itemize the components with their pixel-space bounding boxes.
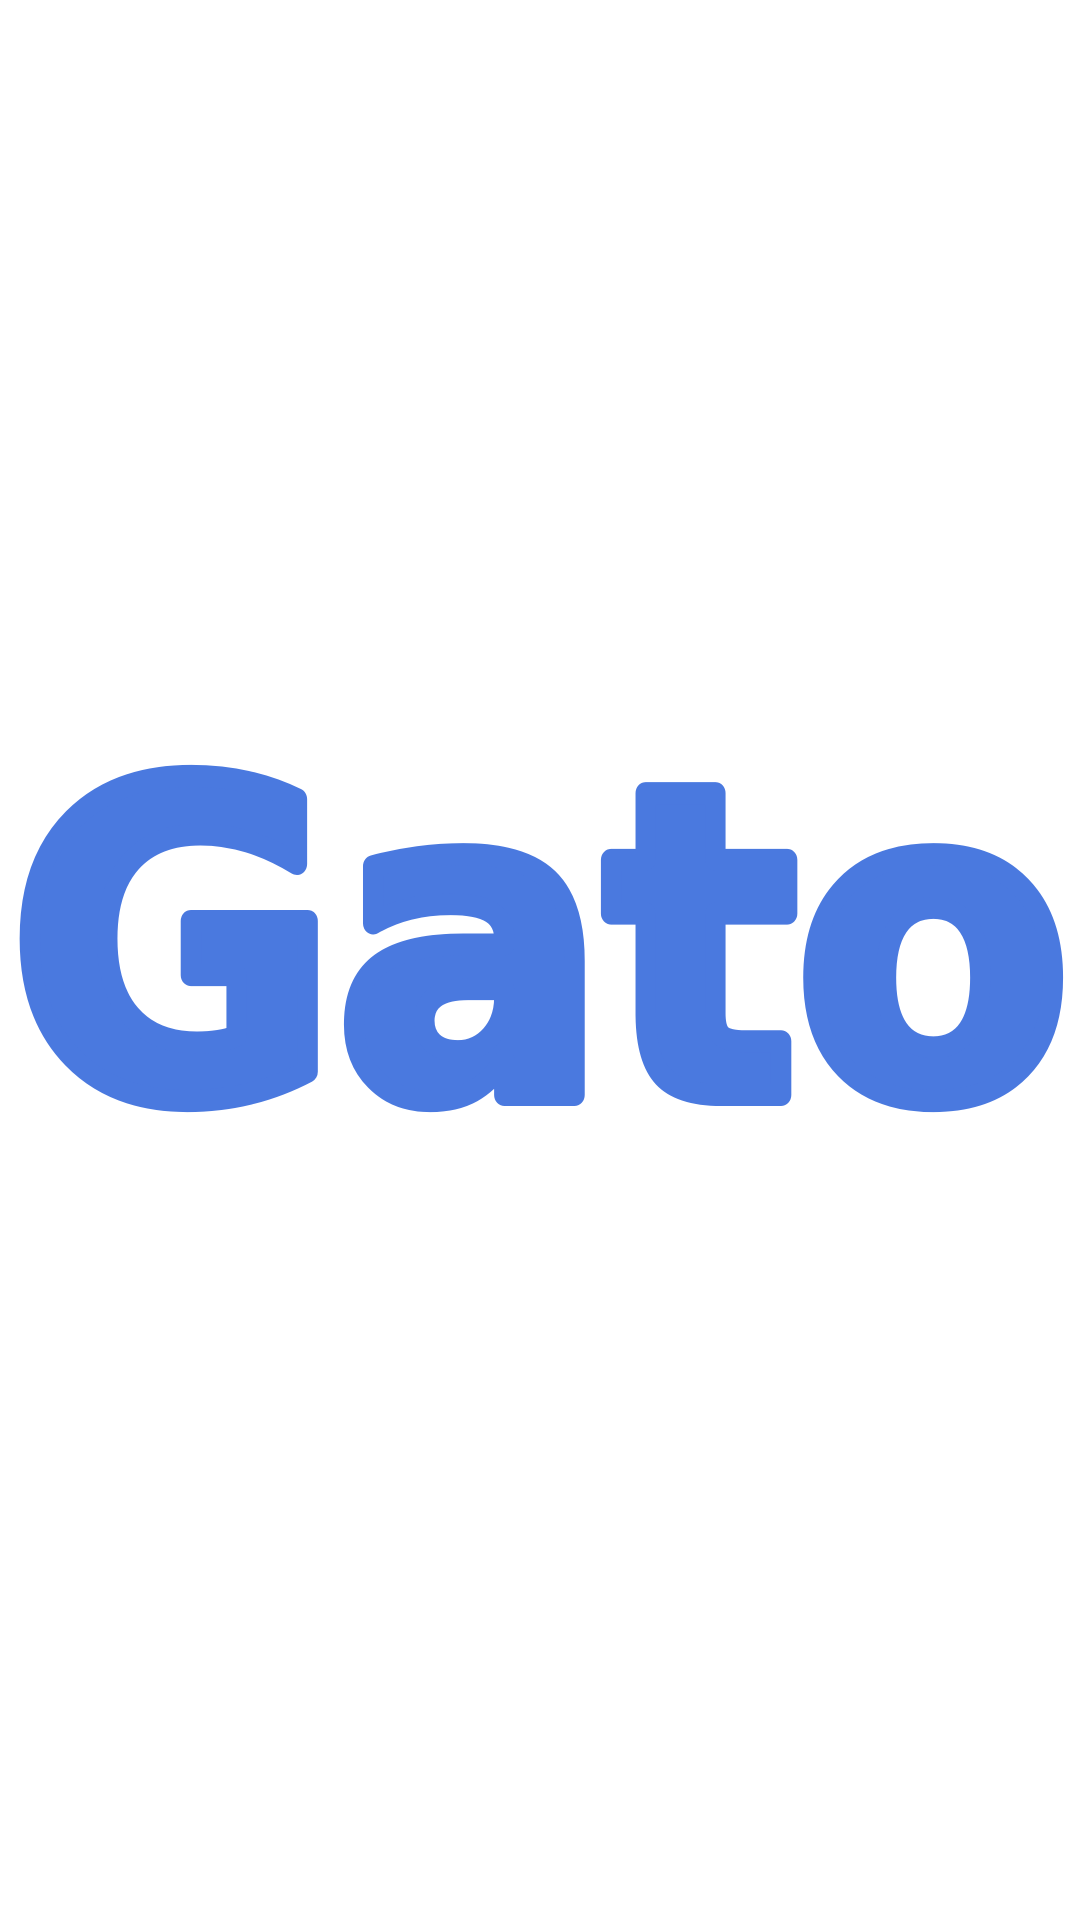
logo-word: Gato — [10, 697, 1070, 1197]
